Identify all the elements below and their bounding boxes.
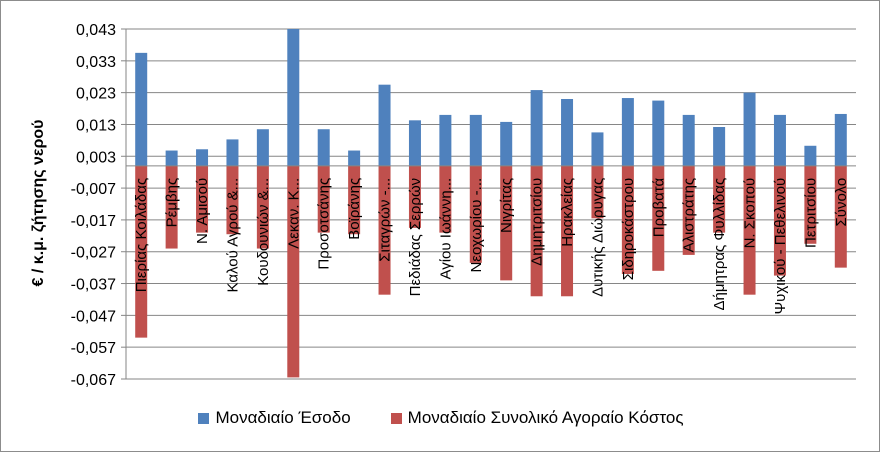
category-label: Δημητριτσίου [529,178,546,266]
category-label: Ψυχικού - Πεθελινού [772,178,789,315]
category-label: Καλού Αγρού &... [224,178,241,293]
cost-bar [469,165,482,263]
bars [135,29,847,378]
revenue-bar [743,92,756,166]
revenue-bar [439,114,452,166]
legend: Μοναδιαίο Έσοδο Μοναδιαίο Συνολικό Αγορα… [1,403,879,433]
revenue-bar [226,139,239,166]
legend-label-cost: Μοναδιαίο Συνολικό Αγοραίο Κόστος [407,408,684,427]
revenue-bar [561,99,574,166]
revenue-bar [196,149,209,166]
revenue-bar [469,114,482,166]
cost-bar [682,165,695,255]
cost-bar [226,165,239,235]
category-label: Ν. Σκοπού [742,178,759,249]
y-tick-label: 0,003 [76,149,116,166]
category-label: Δήμητρας Φυλλίδας [711,178,728,311]
y-tick-label: -0,057 [71,340,116,357]
category-labels: Πιερίας Κοιλάδας Ρέμβης Ν. Αμισού Καλού Αγρ… [133,178,850,315]
revenue-bar [804,145,817,166]
y-tick-label: -0,037 [71,277,116,294]
cost-bar [591,165,604,219]
cost-bar [256,165,269,249]
revenue-bar [834,113,847,166]
y-tick-label: 0,043 [76,22,116,39]
revenue-bar [530,90,543,166]
y-tick-label: -0,047 [71,308,116,325]
category-label: Σιταγρών -... [377,178,394,262]
revenue-bar [256,129,269,166]
revenue-bar [408,120,421,166]
cost-bar [804,165,817,244]
revenue-bar [682,114,695,166]
legend-item-cost: Μοναδιαίο Συνολικό Αγοραίο Κόστος [390,408,684,428]
category-label: Δυτικής Διώρυγας [589,178,606,297]
revenue-bar [591,132,604,166]
revenue-bar [165,150,178,166]
y-tick-label: 0,023 [76,86,116,103]
cost-bar [530,165,543,297]
y-tick-label: -0,007 [71,181,116,198]
category-label: Αγίου Ιωάννη... [437,178,454,280]
y-axis-ticks: 0,043 0,033 0,023 0,013 0,003 -0,007 -0,017 -0,… [71,22,126,389]
cost-bar [165,165,178,249]
cost-bar [135,165,148,338]
legend-label-revenue: Μοναδιαίο Έσοδο [215,408,351,427]
cost-bar [378,165,391,295]
category-label: Προσοτσάνης [316,178,333,270]
cost-bar [621,165,634,274]
revenue-bar [773,114,786,166]
cost-bar [834,165,847,268]
cost-bar [500,165,513,281]
revenue-bar [348,150,361,166]
cost-bar [196,165,209,233]
category-label: Σιδηροκάστρου [620,178,637,280]
legend-swatch-revenue [198,412,210,424]
legend-item-revenue: Μοναδιαίο Έσοδο [198,408,351,428]
revenue-bar [621,98,634,166]
cost-bar [348,165,361,235]
cost-bar [561,165,574,297]
category-label: Λεκαν. Κ... [285,178,302,249]
revenue-bar [287,29,300,166]
category-label: Ηρακλείας [559,178,576,247]
y-tick-label: -0,027 [71,245,116,262]
category-label: Κουδουνιών &... [255,178,272,286]
revenue-bar [378,84,391,166]
category-label: Πετριτσίου [802,178,819,248]
revenue-bar [500,121,513,166]
cost-bar [713,165,726,233]
category-label: Προβατά [650,178,667,238]
y-tick-label: -0,067 [71,372,116,389]
category-label: Ρέμβης [164,178,181,228]
gridlines [126,28,856,380]
y-tick-label: -0,017 [71,213,116,230]
y-tick-label: 0,013 [76,117,116,134]
cost-bar [408,165,421,228]
category-label: Πεδιάδας Σερρών [407,178,424,297]
category-label: Αλιστράτης [681,178,698,253]
revenue-bar [317,129,330,166]
legend-swatch-cost [390,412,402,424]
cost-bar [743,165,756,295]
cost-bar [652,165,665,271]
category-label: Ν. Αμισού [194,178,211,244]
category-label: Βοϊράνης [346,178,363,240]
category-label: Νεοχωρίου -... [468,178,485,273]
revenue-bar [135,52,148,166]
cost-bar [287,165,300,378]
y-axis-title: € / κ.μ. ζήτησης νερού [30,120,47,287]
y-tick-label: 0,033 [76,54,116,71]
cost-bar [439,165,452,233]
cost-bar [317,165,330,233]
category-label: Σύνολο [833,178,850,227]
cost-bar [773,165,786,276]
revenue-bar [652,100,665,166]
category-label: Πιερίας Κοιλάδας [133,178,150,292]
revenue-bar [713,127,726,166]
category-label: Νιγρίτας [498,178,515,233]
